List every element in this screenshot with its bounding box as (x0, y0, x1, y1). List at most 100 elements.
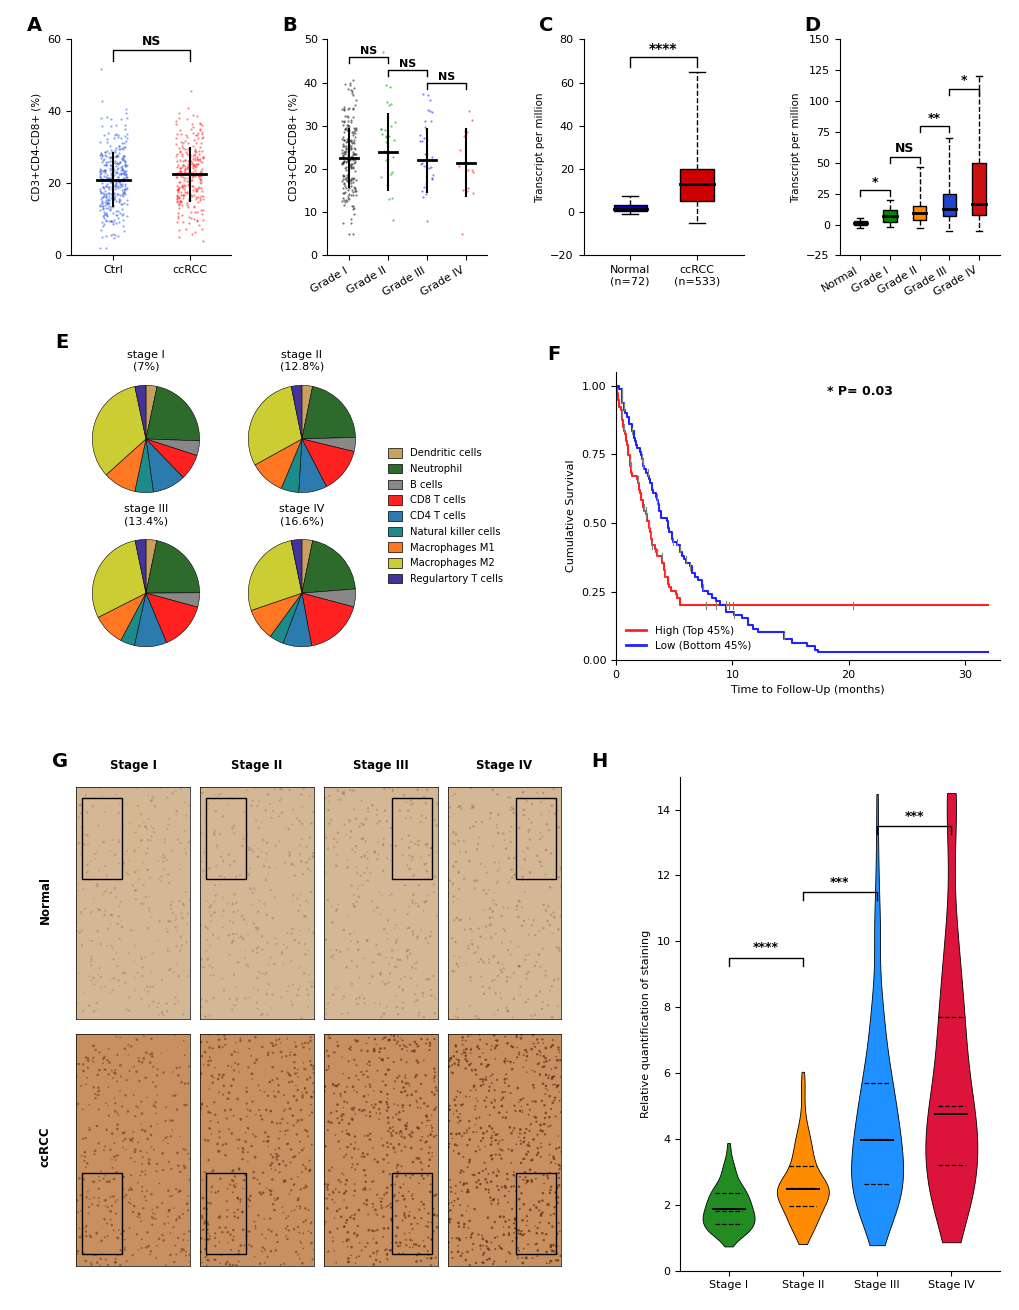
Point (113, 176, 129, 196)
Point (110, 207, 126, 228)
Point (346, 161, 363, 182)
Point (95, 216, 111, 237)
Point (99, 174, 115, 195)
Point (98, 155, 114, 176)
Point (103, 147, 119, 168)
Point (337, 168, 354, 189)
Point (336, 143, 353, 164)
Point (338, 151, 355, 172)
Point (105, 141, 121, 162)
Point (185, 196, 202, 217)
Point (338, 172, 355, 193)
Point (192, 136, 208, 157)
Point (94, 144, 110, 165)
Point (92, 144, 108, 165)
Point (422, 110, 438, 131)
Point (344, 185, 361, 206)
Point (190, 127, 206, 148)
Point (450, 156, 467, 177)
Point (103, 156, 119, 177)
Point (338, 190, 355, 211)
Point (343, 153, 360, 174)
Point (412, 124, 428, 145)
Point (174, 204, 191, 225)
Point (117, 156, 133, 177)
Point (414, 152, 430, 173)
Point (97, 141, 113, 162)
Point (96, 204, 112, 225)
Point (339, 110, 356, 131)
Point (115, 183, 131, 204)
Point (345, 130, 362, 151)
Text: NS: NS (142, 35, 161, 48)
Point (170, 227, 186, 248)
Point (98, 198, 114, 219)
Point (110, 200, 126, 221)
Point (345, 118, 362, 139)
Point (99, 164, 115, 185)
X-axis label: Time to Follow-Up (months): Time to Follow-Up (months) (731, 685, 883, 696)
Point (191, 140, 207, 161)
Point (99, 194, 115, 215)
Point (172, 190, 189, 211)
Point (101, 186, 117, 207)
Text: Stage III: Stage III (353, 758, 409, 772)
Point (118, 160, 135, 181)
Point (181, 190, 198, 211)
Point (187, 181, 204, 202)
Point (168, 156, 184, 177)
Point (343, 122, 360, 143)
Point (191, 177, 207, 198)
Point (107, 138, 123, 159)
Point (185, 185, 202, 206)
Point (377, 119, 393, 140)
Point (169, 182, 185, 203)
Point (334, 147, 351, 168)
Point (99, 168, 115, 189)
Point (105, 203, 121, 224)
Point (109, 152, 125, 173)
Point (168, 134, 184, 155)
Wedge shape (120, 593, 146, 646)
Point (180, 196, 197, 217)
Point (183, 224, 200, 245)
Point (180, 159, 197, 179)
Point (415, 177, 431, 198)
Point (334, 98, 351, 119)
Point (117, 136, 133, 157)
Point (333, 143, 350, 164)
Point (177, 159, 194, 179)
Point (96, 178, 112, 199)
Wedge shape (302, 540, 313, 593)
Point (343, 145, 360, 166)
Point (169, 155, 185, 176)
Point (99, 204, 115, 225)
Point (174, 145, 191, 166)
Point (94, 152, 110, 173)
Point (189, 210, 205, 231)
Point (344, 172, 361, 193)
Point (192, 151, 208, 172)
Wedge shape (255, 439, 302, 489)
Point (169, 162, 185, 183)
Point (172, 182, 189, 203)
Point (336, 98, 353, 119)
Wedge shape (281, 439, 302, 493)
Point (93, 58, 109, 79)
Point (195, 210, 211, 231)
Point (335, 173, 352, 194)
Point (98, 211, 114, 232)
Point (181, 170, 198, 191)
Point (338, 121, 355, 141)
Point (168, 186, 184, 207)
Y-axis label: Transcript per million: Transcript per million (534, 92, 544, 203)
Point (111, 202, 127, 223)
Point (171, 193, 187, 214)
Point (174, 176, 191, 196)
Point (342, 157, 359, 178)
Point (99, 191, 115, 212)
Point (101, 193, 117, 214)
Point (101, 177, 117, 198)
Point (118, 128, 135, 149)
Wedge shape (146, 386, 200, 441)
